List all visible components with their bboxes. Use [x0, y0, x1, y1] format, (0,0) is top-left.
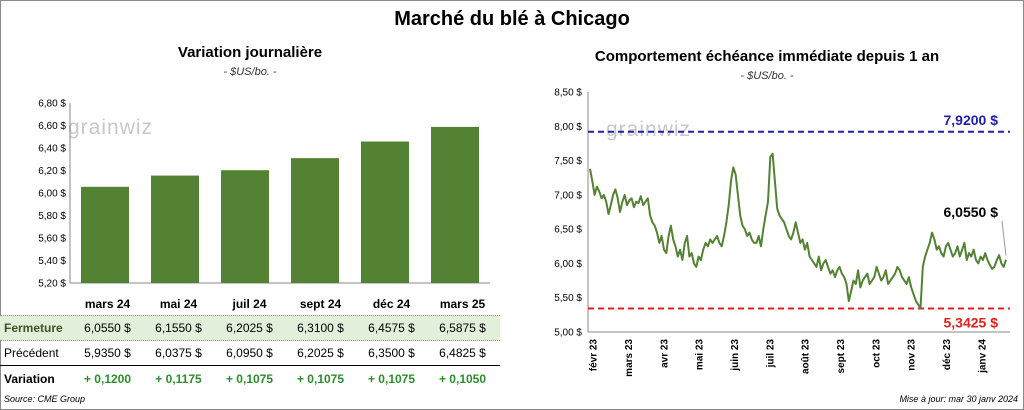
main-title: Marché du blé à Chicago	[394, 8, 630, 30]
col-header: sept 24	[299, 297, 342, 311]
x-tick-label: juin 23	[730, 339, 741, 372]
x-tick-label: sept 23	[836, 339, 847, 374]
y-tick-label: 5,20 $	[38, 279, 66, 290]
y-tick-label: 6,60 $	[38, 121, 66, 132]
col-header: déc 24	[372, 297, 411, 311]
table-cell: 5,9350 $	[84, 346, 131, 360]
bar	[151, 175, 199, 283]
col-header: mars 25	[439, 297, 486, 311]
bar	[81, 186, 129, 283]
col-header: mai 24	[159, 297, 198, 311]
high-value-label: 7,9200 $	[944, 112, 999, 128]
table-cell: + 0,1075	[225, 372, 274, 386]
y-tick-label: 6,50 $	[554, 225, 582, 236]
y-tick-label: 6,00 $	[554, 259, 582, 270]
grainwiz-logo: grainwiz	[68, 116, 154, 139]
table-cell: + 0,1200	[83, 372, 132, 386]
y-tick-label: 7,00 $	[554, 190, 582, 201]
x-tick-label: mars 23	[624, 339, 635, 377]
last-value-leader	[1001, 220, 1007, 256]
y-tick-label: 6,80 $	[38, 99, 66, 110]
y-tick-label: 5,00 $	[554, 328, 582, 339]
y-tick-label: 6,40 $	[38, 144, 66, 155]
x-tick-label: janv 24	[977, 339, 988, 374]
source-note: Source: CME Group	[4, 394, 86, 404]
bar	[221, 170, 269, 283]
right-chart-title: Comportement échéance immédiate depuis 1…	[594, 48, 940, 65]
bar-chart: 5,20 $ 5,40 $ 5,60 $ 5,80 $ 6,00 $ 6,20 $ 6,40…	[38, 99, 490, 290]
row-label: Fermeture	[4, 321, 63, 335]
right-chart-unit: - $US/bo. -	[740, 70, 794, 82]
x-tick-label: avr 23	[659, 339, 670, 368]
x-tick-label: mai 23	[695, 339, 706, 371]
left-chart-title: Variation journalière	[177, 44, 323, 61]
table-cell: 6,4575 $	[368, 321, 415, 335]
table-cell: 6,3100 $	[297, 321, 344, 335]
table-row-variation: Variation + 0,1200 + 0,1175 + 0,1075 + 0…	[0, 367, 500, 391]
table-header-row: mars 24 mai 24 juil 24 sept 24 déc 24 ma…	[0, 292, 500, 316]
x-tick-label: févr 23	[589, 339, 600, 372]
table-cell: 6,3500 $	[368, 346, 415, 360]
y-tick-label: 6,20 $	[38, 166, 66, 177]
y-tick-label: 5,80 $	[38, 211, 66, 222]
bar	[431, 126, 479, 283]
table-cell: 6,0375 $	[155, 346, 202, 360]
x-tick-label: août 23	[801, 339, 812, 374]
col-header: juil 24	[232, 297, 267, 311]
x-tick-label: nov 23	[907, 339, 918, 371]
price-line	[589, 152, 1007, 309]
last-value-label: 6,0550 $	[944, 204, 999, 220]
table-cell: + 0,1050	[438, 372, 487, 386]
table-cell: 6,5875 $	[439, 321, 486, 335]
y-tick-label: 8,00 $	[554, 122, 582, 133]
x-tick-label: déc 23	[942, 339, 953, 371]
row-label: Précédent	[4, 346, 59, 360]
y-tick-label: 7,50 $	[554, 156, 582, 167]
row-label: Variation	[4, 372, 55, 386]
y-tick-label: 5,50 $	[554, 293, 582, 304]
update-note: Mise à jour: mar 30 janv 2024	[899, 394, 1018, 404]
table-cell: 6,1550 $	[155, 321, 202, 335]
y-tick-label: 6,00 $	[38, 189, 66, 200]
x-tick-label: oct 23	[871, 339, 882, 368]
table-row-fermeture: Fermeture 6,0550 $ 6,1550 $ 6,2025 $ 6,3…	[0, 315, 500, 341]
low-value-label: 5,3425 $	[944, 315, 999, 331]
table-cell: 6,4825 $	[439, 346, 486, 360]
left-chart-unit: - $US/bo. -	[223, 66, 277, 78]
y-tick-label: 5,40 $	[38, 256, 66, 267]
bar	[291, 158, 339, 283]
table-cell: 6,2025 $	[226, 321, 273, 335]
grainwiz-logo: grainwiz	[606, 118, 692, 141]
col-header: mars 24	[84, 297, 131, 311]
x-tick-label: juil 23	[765, 339, 776, 369]
table-cell: 6,0950 $	[226, 346, 273, 360]
table-cell: 6,2025 $	[297, 346, 344, 360]
table-cell: + 0,1175	[155, 372, 202, 386]
table-cell: + 0,1075	[296, 372, 345, 386]
y-tick-label: 5,60 $	[38, 234, 66, 245]
bar	[361, 141, 409, 283]
y-tick-label: 8,50 $	[554, 88, 582, 99]
table-cell: + 0,1075	[367, 372, 416, 386]
table-row-precedent: Précédent 5,9350 $ 6,0375 $ 6,0950 $ 6,2…	[0, 341, 500, 366]
table-cell: 6,0550 $	[84, 321, 131, 335]
